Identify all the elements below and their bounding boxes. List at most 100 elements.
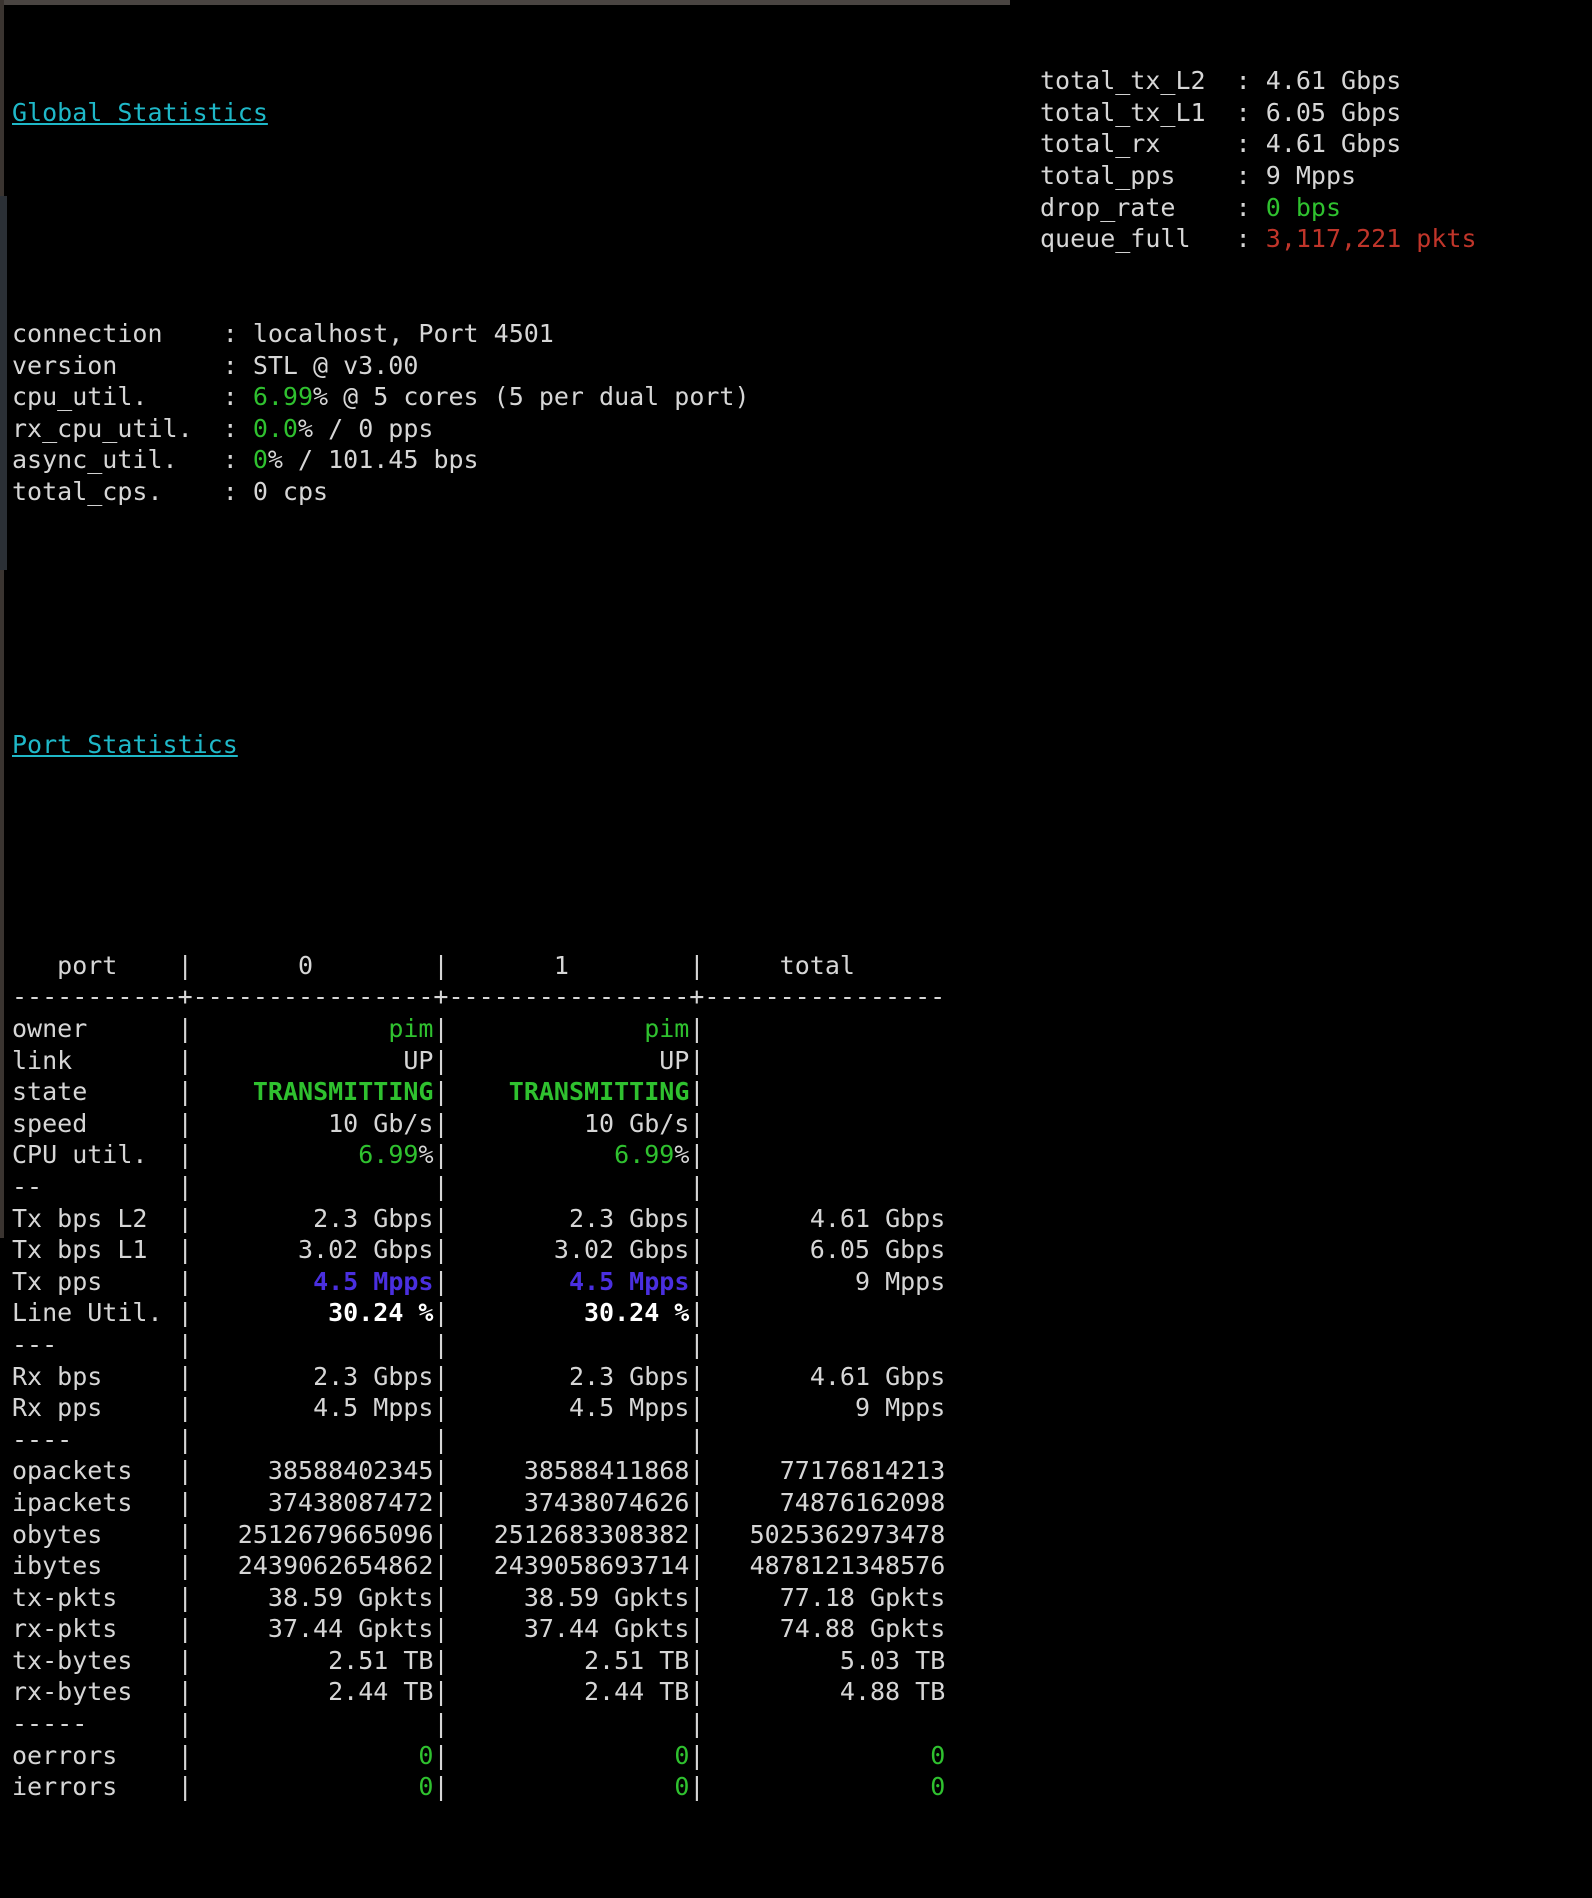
cell-empty: [193, 1330, 434, 1359]
column-separator: |: [689, 1582, 705, 1612]
cell-pad: [449, 1362, 569, 1391]
column-header-port: port: [12, 950, 178, 980]
column-separator: |: [689, 1171, 705, 1201]
cell-value-port1: 4.5 Mpps: [568, 1393, 690, 1423]
column-separator: |: [689, 1045, 705, 1075]
cell-pad: [449, 1235, 554, 1264]
blank-line: [1040, 34, 1477, 66]
cell-value-port1: 0: [674, 1772, 690, 1802]
column-separator: |: [177, 950, 193, 980]
column-separator: |: [689, 1235, 705, 1265]
global-stat-value: 0: [252, 445, 268, 475]
blank-line: [1040, 2, 1477, 34]
column-separator: |: [177, 1424, 193, 1454]
cell-empty: [193, 1172, 434, 1201]
table-row: ---- | | |: [12, 1424, 945, 1456]
table-row: ierrors | 0| 0| 0: [12, 1771, 945, 1803]
cell-value-port0: 3.02 Gbps: [298, 1235, 434, 1265]
column-separator: |: [433, 1424, 449, 1454]
cell-pad: [193, 1583, 268, 1612]
cell-pad: [449, 1520, 494, 1549]
global-stat-row: total_tx_L1 : 6.05 Gbps: [1040, 97, 1477, 129]
cell-value-total: 0: [930, 1772, 946, 1802]
global-stat-label: version :: [12, 350, 253, 380]
table-header-row: port | 0 | 1 | total: [12, 950, 945, 982]
global-stat-value: 0 cps: [252, 476, 329, 506]
cell-pad: [449, 1267, 569, 1296]
column-separator: |: [177, 1740, 193, 1770]
cell-pad: [193, 1109, 328, 1138]
table-row: Rx bps | 2.3 Gbps| 2.3 Gbps| 4.61 Gbps: [12, 1361, 945, 1393]
table-row: oerrors | 0| 0| 0: [12, 1740, 945, 1772]
scrollbar-thumb[interactable]: [0, 196, 7, 570]
global-stat-label: total_cps. :: [12, 476, 253, 506]
table-row: ----- | | |: [12, 1708, 945, 1740]
cell-value-total: 6.05 Gbps: [809, 1235, 946, 1265]
column-separator: |: [177, 1045, 193, 1075]
global-stat-value: 3,117,221 pkts: [1265, 224, 1477, 254]
global-stat-value: 9 Mpps: [1265, 160, 1357, 190]
column-separator: |: [433, 1140, 449, 1170]
table-row: Line Util. | 30.24 %| 30.24 %|: [12, 1297, 945, 1329]
row-label: Tx pps: [12, 1266, 178, 1296]
table-row: Rx pps | 4.5 Mpps| 4.5 Mpps| 9 Mpps: [12, 1392, 945, 1424]
row-label: link: [12, 1045, 178, 1075]
cell-pad: [704, 1488, 779, 1517]
cell-value-port0: 2439062654862: [237, 1551, 434, 1581]
column-separator: |: [433, 1108, 449, 1138]
global-stat-row: queue_full : 3,117,221 pkts: [1040, 223, 1477, 255]
cell-value-port0: 2.3 Gbps: [313, 1203, 434, 1233]
cell-value-port1: pim: [644, 1014, 690, 1043]
cell-pad: [449, 1077, 509, 1106]
row-label: ibytes: [12, 1551, 178, 1581]
cell-value-port0: 37438087472: [267, 1487, 434, 1517]
window-top-chrome: [0, 0, 1010, 5]
cell-pad: [193, 1520, 238, 1549]
row-label: Rx pps: [12, 1393, 178, 1423]
column-separator: |: [689, 1108, 705, 1138]
cell-pad: [449, 1140, 615, 1169]
cell-pad: [449, 1741, 675, 1770]
cell-pad: [449, 1014, 645, 1043]
cell-value-port1: TRANSMITTING: [508, 1077, 690, 1107]
column-separator: |: [177, 1456, 193, 1486]
cell-value-port1: 3.02 Gbps: [553, 1235, 690, 1265]
cell-value-port1: 2512683308382: [493, 1519, 690, 1549]
column-separator: |: [689, 1614, 705, 1644]
cell-value-port0: 4.5 Mpps: [313, 1266, 434, 1296]
row-label: ipackets: [12, 1487, 178, 1517]
cell-value-total: 77176814213: [779, 1456, 946, 1486]
table-row: rx-bytes | 2.44 TB| 2.44 TB| 4.88 TB: [12, 1676, 945, 1708]
column-separator: |: [433, 1582, 449, 1612]
cell-value-port0: 38588402345: [267, 1456, 434, 1486]
column-separator: |: [433, 1519, 449, 1549]
global-stat-value: 6.99: [252, 382, 314, 412]
cell-pad: [449, 1772, 675, 1801]
cell-value-port0: 30.24 %: [328, 1298, 434, 1328]
row-label: ---: [12, 1329, 178, 1359]
cell-pad: [193, 1140, 359, 1169]
row-label: obytes: [12, 1519, 178, 1549]
column-separator: |: [177, 1551, 193, 1581]
cell-value-port0: 2.51 TB: [328, 1645, 434, 1675]
table-row: ibytes | 2439062654862| 2439058693714| 4…: [12, 1550, 945, 1582]
table-separator-row: -----------+----------------+-----------…: [12, 981, 945, 1013]
terminal-screen: Global Statistics connection : localhost…: [0, 0, 1477, 1802]
column-separator: |: [689, 1519, 705, 1549]
cell-pad: [704, 1772, 930, 1801]
column-separator: |: [689, 1266, 705, 1296]
column-separator: |: [689, 1487, 705, 1517]
cell-empty: [193, 1709, 434, 1738]
cell-pad: [449, 1614, 524, 1643]
row-label: oerrors: [12, 1740, 178, 1770]
global-stat-value: 4.61 Gbps: [1265, 66, 1402, 96]
column-separator: |: [177, 1361, 193, 1391]
cell-value-port0: pim: [388, 1014, 434, 1043]
table-row: CPU util. | 6.99%| 6.99%|: [12, 1139, 945, 1171]
cell-value-total: 5025362973478: [749, 1519, 946, 1549]
column-separator: |: [689, 1740, 705, 1770]
cell-pad: [193, 1456, 268, 1485]
column-separator: |: [433, 1677, 449, 1707]
global-stat-row: connection : localhost, Port 4501: [12, 318, 945, 350]
global-stat-label: total_tx_L2 :: [1040, 66, 1266, 96]
